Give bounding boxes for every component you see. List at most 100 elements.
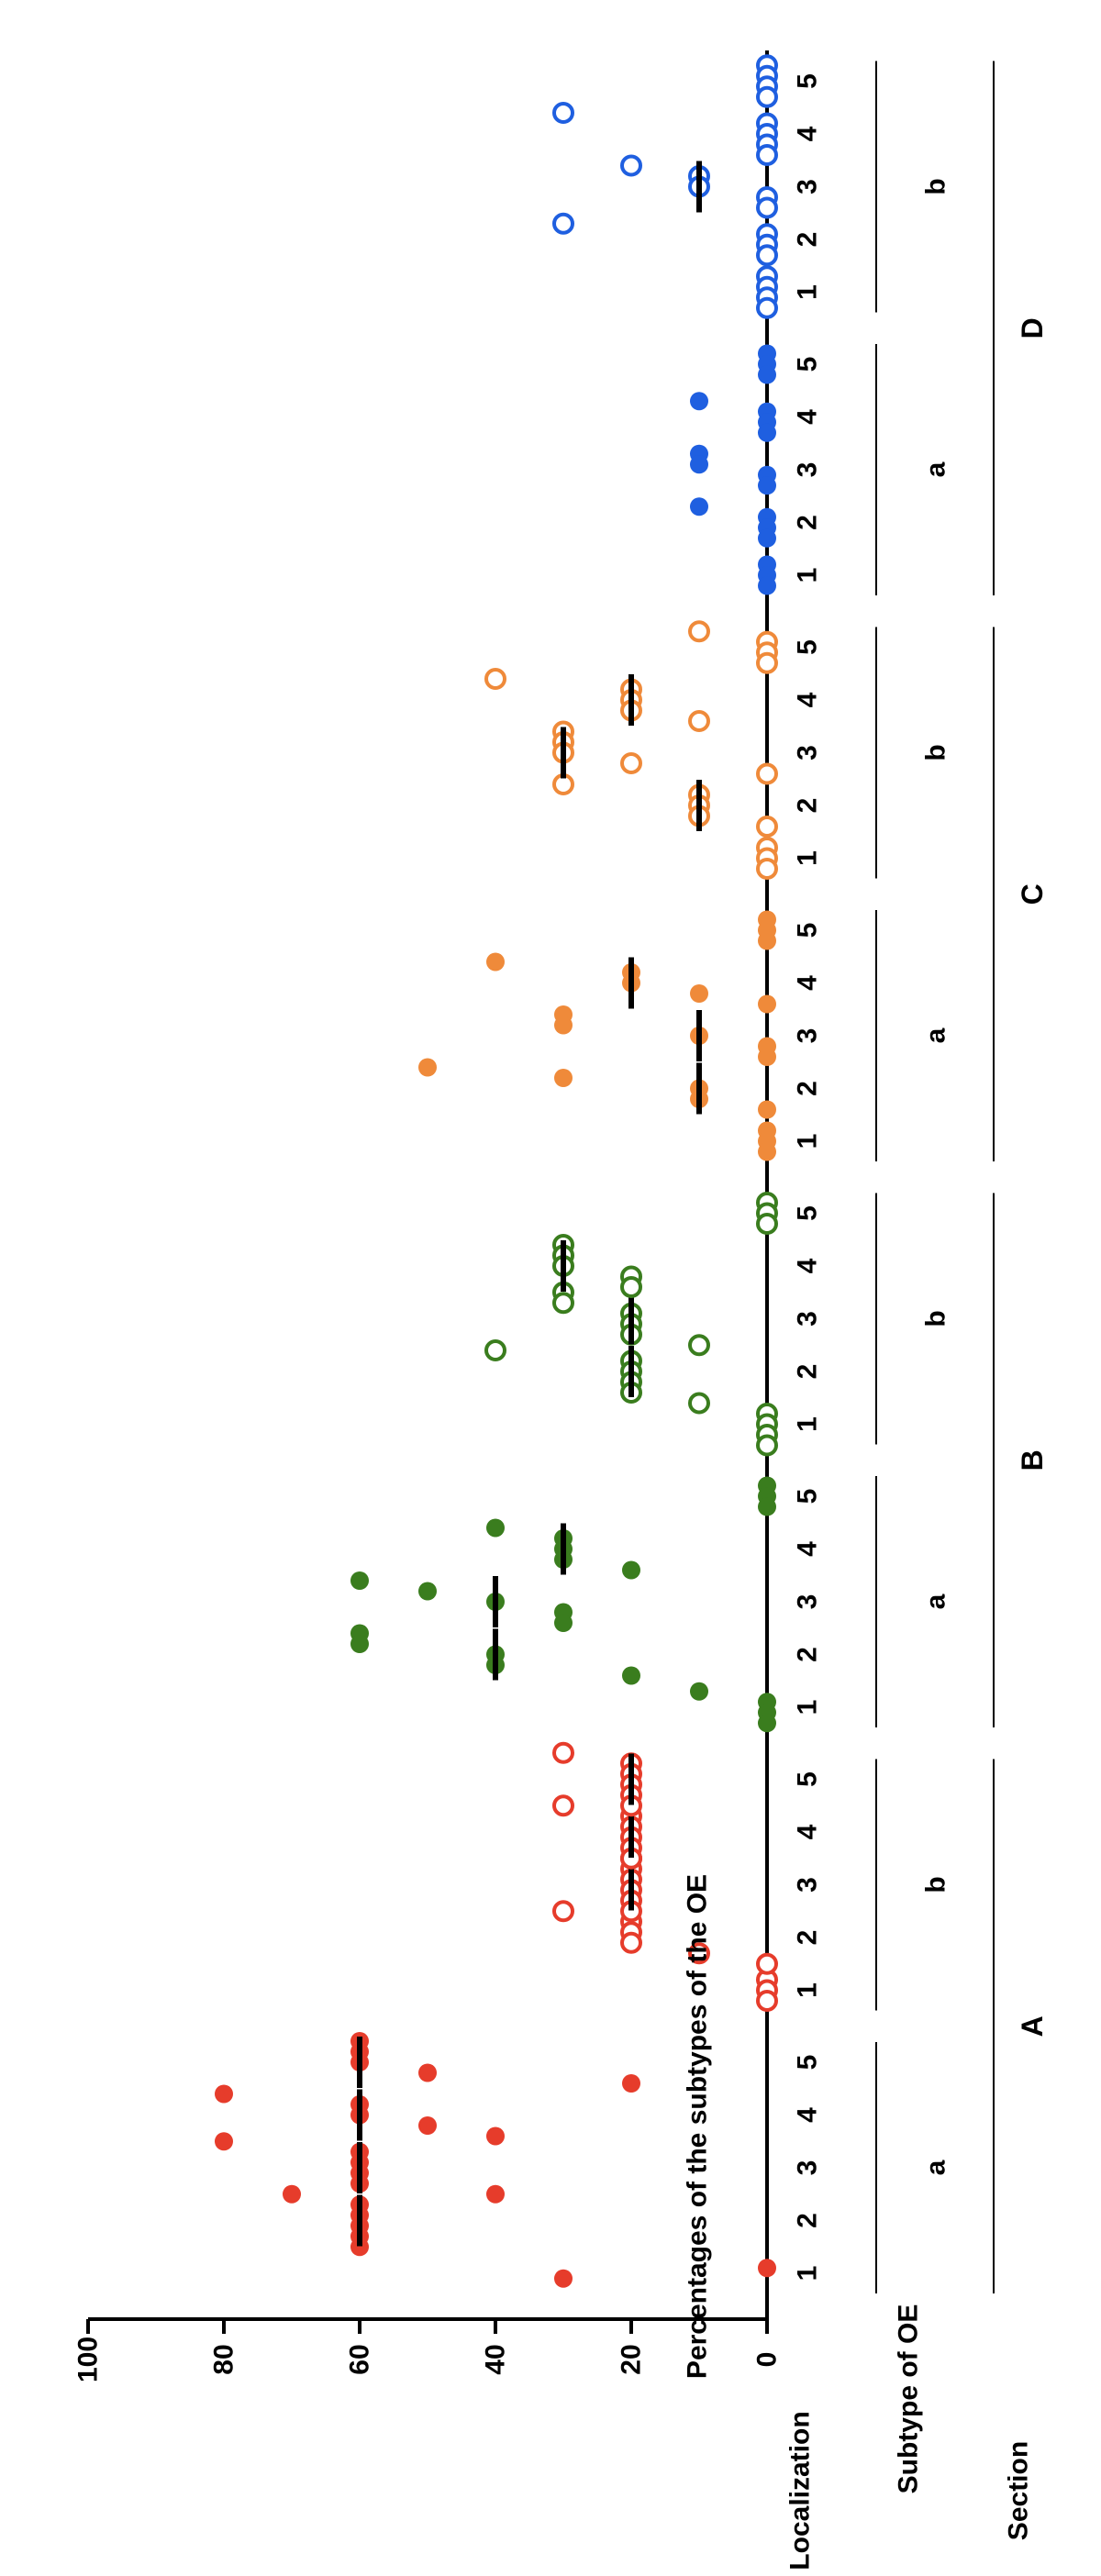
data-point	[688, 620, 710, 643]
data-point	[756, 1952, 778, 1975]
localization-label: 4	[793, 1824, 823, 1839]
localization-label: 3	[793, 1594, 823, 1610]
data-point	[283, 2184, 301, 2204]
data-point	[622, 1666, 640, 1685]
data-point	[756, 296, 778, 319]
localization-label: 3	[793, 462, 823, 478]
localization-label: 1	[793, 2266, 823, 2282]
localization-label: 3	[793, 745, 823, 761]
localization-label: 3	[793, 1311, 823, 1327]
data-point	[350, 1571, 369, 1590]
subtype-label: a	[921, 2160, 951, 2175]
data-point	[622, 2074, 640, 2093]
subtype-label: b	[921, 1310, 951, 1327]
data-point	[690, 497, 708, 516]
localization-label: 4	[793, 692, 823, 707]
localization-label: 2	[793, 1647, 823, 1662]
data-point	[620, 1276, 642, 1298]
subtype-label: a	[921, 1027, 951, 1043]
localization-label: 5	[793, 357, 823, 372]
localization-label: 4	[793, 2107, 823, 2123]
data-point	[622, 1560, 640, 1580]
localization-label: 4	[793, 409, 823, 425]
row-label-subtype: Subtype of OE	[894, 2304, 924, 2494]
localization-label: 1	[793, 1416, 823, 1432]
data-point	[756, 1990, 778, 2012]
data-point	[620, 752, 642, 774]
data-point	[758, 2259, 776, 2278]
data-point	[418, 1582, 437, 1601]
localization-label: 5	[793, 1489, 823, 1505]
section-label: D	[1016, 317, 1049, 339]
y-tick-label: 60	[345, 2344, 375, 2374]
data-point	[418, 2063, 437, 2082]
y-tick-label: 0	[752, 2352, 783, 2368]
data-point	[690, 392, 708, 411]
localization-label: 2	[793, 515, 823, 530]
data-point	[215, 2084, 233, 2104]
localization-label: 2	[793, 2213, 823, 2228]
localization-label: 1	[793, 1700, 823, 1715]
data-point	[350, 1635, 369, 1653]
data-point	[688, 710, 710, 732]
localization-label: 3	[793, 2160, 823, 2176]
data-point	[486, 2184, 505, 2204]
data-point	[552, 1900, 574, 1923]
data-point	[620, 154, 642, 177]
y-tick-label: 100	[73, 2337, 104, 2382]
data-point	[350, 2237, 369, 2257]
data-point	[484, 668, 506, 690]
y-axis-title: Percentages of the subtypes of the OE	[683, 1874, 713, 2379]
localization-label: 2	[793, 232, 823, 248]
row-label-section: Section	[1004, 2441, 1034, 2540]
localization-label: 3	[793, 1877, 823, 1893]
row-label-localization: Localization	[785, 2411, 816, 2570]
localization-label: 4	[793, 126, 823, 141]
data-point	[418, 1058, 437, 1077]
data-point	[758, 1714, 776, 1733]
data-point	[552, 1741, 574, 1764]
localization-label: 3	[793, 1028, 823, 1044]
data-point	[758, 1497, 776, 1516]
subtype-label: b	[921, 178, 951, 194]
data-point	[552, 102, 574, 124]
localization-label: 4	[793, 1258, 823, 1273]
data-point	[756, 144, 778, 166]
localization-label: 3	[793, 179, 823, 194]
points-layer	[215, 54, 778, 2288]
data-point	[758, 994, 776, 1014]
data-point	[620, 1931, 642, 1954]
data-point	[756, 244, 778, 267]
data-point	[758, 365, 776, 384]
data-point	[484, 1339, 506, 1361]
data-point	[756, 196, 778, 219]
data-point	[554, 2269, 573, 2288]
data-point	[756, 651, 778, 674]
data-point	[554, 1016, 573, 1035]
data-point	[758, 528, 776, 548]
data-point	[690, 1682, 708, 1701]
localization-label: 5	[793, 639, 823, 655]
localization-label: 2	[793, 798, 823, 814]
data-point	[552, 1292, 574, 1315]
data-point	[688, 1942, 710, 1965]
data-point	[688, 1392, 710, 1415]
data-point	[758, 476, 776, 495]
data-point	[486, 2126, 505, 2146]
data-point	[756, 858, 778, 880]
axis-layer	[86, 50, 995, 2334]
subtype-label: b	[921, 744, 951, 761]
data-point	[758, 1142, 776, 1161]
data-point	[554, 1614, 573, 1632]
localization-label: 1	[793, 850, 823, 866]
localization-label: 1	[793, 568, 823, 583]
data-point	[758, 1048, 776, 1066]
localization-label: 5	[793, 923, 823, 938]
localization-label: 2	[793, 1364, 823, 1380]
localization-label: 5	[793, 73, 823, 89]
section-label: C	[1016, 883, 1049, 905]
data-point	[690, 455, 708, 474]
localization-label: 5	[793, 1205, 823, 1221]
data-point	[215, 2132, 233, 2151]
